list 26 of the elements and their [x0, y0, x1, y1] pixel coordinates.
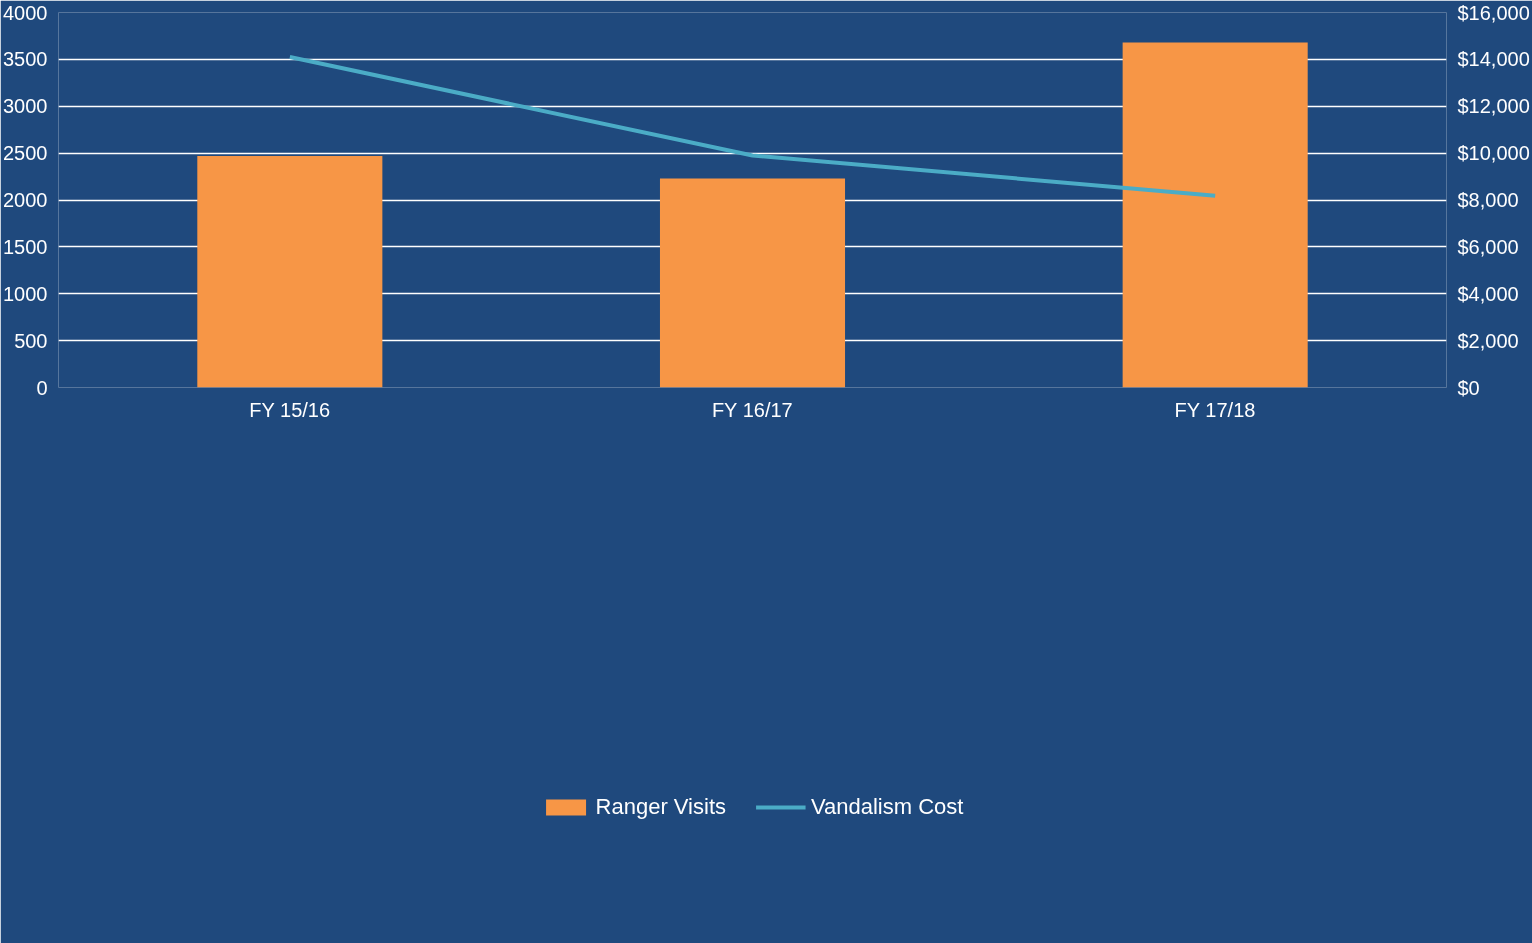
y-tick-label: 2000 [3, 189, 48, 211]
y-tick-label: 500 [14, 329, 48, 352]
y2-tick-label: $12,000 [1457, 95, 1530, 118]
y2-tick-label: $8,000 [1457, 189, 1519, 211]
legend-label: Ranger Visits [595, 793, 726, 820]
y2-tick-label: $10,000 [1457, 142, 1530, 165]
legend-label: Vandalism Cost [811, 793, 964, 820]
bar [197, 155, 383, 388]
y2-tick-label: $6,000 [1457, 235, 1519, 258]
y-tick-label: 4000 [3, 1, 48, 24]
y-tick-label: 3000 [3, 95, 48, 118]
y-tick-label: 3500 [3, 48, 48, 71]
x-tick-label: FY 17/18 [1174, 398, 1256, 421]
x-tick-label: FY 15/16 [249, 398, 331, 421]
y2-tick-label: $4,000 [1457, 282, 1519, 305]
y-tick-label: 0 [36, 376, 48, 399]
bar [659, 178, 846, 388]
y2-tick-label: $0 [1457, 376, 1480, 399]
y2-tick-label: $2,000 [1457, 329, 1519, 352]
x-tick-label: FY 16/17 [711, 398, 793, 421]
bar [1122, 42, 1308, 388]
y-tick-label: 1500 [3, 235, 48, 258]
y2-tick-label: $14,000 [1457, 48, 1530, 71]
y-tick-label: 2500 [3, 142, 48, 165]
y2-tick-label: $16,000 [1457, 1, 1530, 24]
y-tick-label: 1000 [3, 282, 48, 305]
